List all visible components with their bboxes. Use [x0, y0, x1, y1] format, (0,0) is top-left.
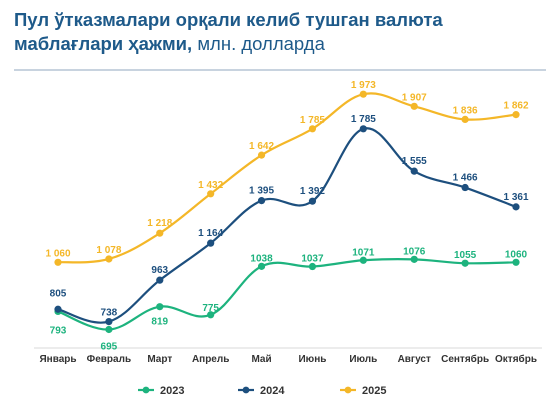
- x-tick-label: Октябрь: [495, 353, 537, 365]
- data-point-2024: [207, 240, 214, 247]
- x-tick-label: Июнь: [298, 354, 326, 365]
- data-label-2024: 963: [151, 265, 168, 276]
- data-label-2023: 1071: [352, 247, 375, 258]
- data-label-2023: 819: [151, 317, 168, 328]
- series-line-2023: [58, 259, 516, 329]
- series-line-2024: [58, 128, 516, 322]
- legend-marker-2023: [143, 387, 150, 394]
- data-point-2025: [258, 152, 265, 159]
- x-tick-label: Август: [398, 354, 431, 365]
- data-label-2023: 1060: [505, 249, 528, 260]
- x-tick-label: Март: [147, 354, 172, 365]
- data-point-2024: [411, 168, 418, 175]
- data-label-2025: 1 836: [453, 105, 478, 116]
- data-label-2024: 738: [101, 308, 118, 319]
- x-tick-label: Июль: [349, 354, 377, 365]
- data-point-2025: [411, 103, 418, 110]
- data-point-2025: [309, 125, 316, 132]
- data-label-2024: 1 361: [503, 192, 528, 203]
- data-point-2025: [462, 116, 469, 123]
- legend-marker-2025: [345, 387, 352, 394]
- data-label-2023: 1055: [454, 250, 477, 261]
- data-label-2024: 1 392: [300, 186, 325, 197]
- data-label-2023: 1038: [250, 253, 273, 264]
- data-label-2025: 1 785: [300, 115, 325, 126]
- data-point-2023: [105, 326, 112, 333]
- data-point-2025: [105, 255, 112, 262]
- data-point-2024: [54, 306, 61, 313]
- x-tick-label: Январь: [39, 354, 76, 365]
- data-point-2025: [156, 230, 163, 237]
- data-label-2024: 1 466: [453, 173, 478, 184]
- data-point-2024: [156, 277, 163, 284]
- data-label-2025: 1 060: [45, 248, 70, 259]
- data-label-2025: 1 078: [96, 245, 121, 256]
- data-label-2024: 805: [50, 288, 67, 299]
- data-point-2025: [512, 111, 519, 118]
- data-label-2023: 1076: [403, 246, 426, 257]
- legend-label-2024: 2024: [260, 385, 285, 397]
- series-line-2025: [58, 93, 516, 262]
- legend-label-2023: 2023: [160, 385, 184, 397]
- data-label-2025: 1 973: [351, 80, 376, 91]
- data-label-2023: 695: [101, 342, 118, 353]
- data-label-2025: 1 218: [147, 218, 172, 229]
- data-label-2024: 1 785: [351, 114, 376, 125]
- data-point-2025: [360, 91, 367, 98]
- data-label-2024: 1 164: [198, 228, 223, 239]
- data-label-2024: 1 395: [249, 186, 274, 197]
- data-point-2025: [54, 259, 61, 266]
- x-tick-label: Сентябрь: [441, 353, 489, 365]
- data-label-2024: 1 555: [402, 156, 427, 167]
- data-point-2024: [309, 198, 316, 205]
- data-point-2024: [360, 125, 367, 132]
- data-label-2023: 775: [202, 303, 219, 314]
- data-label-2025: 1 432: [198, 180, 223, 191]
- x-tick-label: Февраль: [87, 354, 131, 365]
- data-point-2024: [258, 197, 265, 204]
- data-point-2025: [207, 190, 214, 197]
- data-point-2024: [105, 318, 112, 325]
- data-label-2023: 793: [50, 325, 67, 336]
- legend-marker-2024: [243, 387, 250, 394]
- data-label-2025: 1 862: [503, 101, 528, 112]
- legend-label-2025: 2025: [362, 385, 386, 397]
- x-tick-label: Апрель: [192, 354, 229, 365]
- x-tick-label: Май: [251, 354, 271, 365]
- data-point-2024: [512, 203, 519, 210]
- data-label-2023: 1037: [301, 254, 324, 265]
- data-label-2025: 1 642: [249, 141, 274, 152]
- data-label-2025: 1 907: [402, 92, 427, 103]
- data-point-2024: [462, 184, 469, 191]
- data-point-2023: [156, 303, 163, 310]
